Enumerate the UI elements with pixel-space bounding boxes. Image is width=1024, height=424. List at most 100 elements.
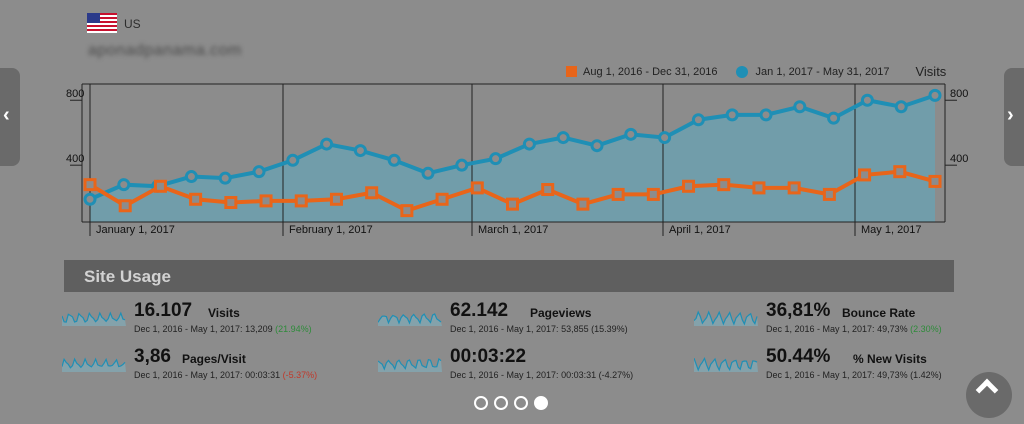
x-tick-label: January 1, 2017	[96, 224, 175, 236]
metric-item: 62.142 Pageviews Dec 1, 2016 - May 1, 2017…	[378, 300, 678, 340]
series2-point	[691, 113, 705, 127]
legend-series1-label: Aug 1, 2016 - Dec 31, 2016	[583, 65, 718, 78]
scroll-top-button[interactable]	[966, 372, 1012, 418]
series2-point	[353, 144, 367, 158]
series1-point	[928, 174, 942, 188]
visits-line-chart: January 1, 2017 February 1, 2017 March 1, …	[66, 83, 968, 236]
sparkline	[378, 313, 442, 326]
metric-label: % New Visits	[853, 352, 927, 366]
y-tick-label-right: 400	[950, 153, 968, 165]
series2-point	[184, 170, 198, 184]
series2-point	[658, 131, 672, 145]
page-dot[interactable]	[494, 396, 508, 410]
series2-point	[218, 171, 232, 185]
metric-compare: Dec 1, 2016 - May 1, 2017: 13,209 (21.94…	[134, 324, 312, 334]
series1-point	[506, 197, 519, 211]
metric-compare: Dec 1, 2016 - May 1, 2017: 49,73% (1.42%…	[766, 370, 942, 380]
series2-point	[489, 152, 503, 166]
y-tick-label-left: 400	[66, 153, 84, 165]
series1-point	[611, 187, 625, 201]
series2-point	[793, 100, 807, 114]
site-usage-title: Site Usage	[84, 267, 171, 286]
metric-value: 00:03:22	[450, 346, 527, 367]
series2-point	[421, 166, 435, 180]
series1-point	[83, 178, 97, 192]
series2-point	[725, 108, 739, 122]
chevron-up-icon	[975, 378, 999, 402]
next-button[interactable]: ›	[1004, 68, 1024, 166]
x-tick-label: March 1, 2017	[478, 224, 548, 236]
series1-point	[118, 199, 132, 213]
series1-point	[153, 179, 167, 193]
series1-point	[893, 165, 907, 179]
series2-point	[286, 153, 300, 167]
metric-item: 3,86 Pages/Visit Dec 1, 2016 - May 1, 2017…	[62, 346, 362, 386]
series2-point	[928, 88, 942, 102]
sparkline	[62, 311, 126, 326]
series2-point	[320, 137, 334, 151]
series2-point	[387, 153, 401, 167]
metric-change: (-5.37%)	[282, 370, 318, 380]
sparkline	[694, 357, 758, 372]
series1-point	[576, 197, 590, 211]
series2-point	[624, 127, 638, 141]
metric-change: (-4.27%)	[598, 370, 634, 380]
metric-item: 50.44% % New Visits Dec 1, 2016 - May 1, 2…	[694, 346, 994, 386]
metric-label: Pages/Visit	[182, 352, 246, 366]
us-flag-icon	[87, 13, 117, 33]
pagination-dots	[474, 396, 548, 410]
series1-point	[435, 192, 449, 206]
metric-label: Pageviews	[530, 306, 592, 320]
site-name: aponadpanama.com	[88, 42, 242, 59]
metric-compare: Dec 1, 2016 - May 1, 2017: 00:03:31 (-5.…	[134, 370, 317, 380]
metric-compare: Dec 1, 2016 - May 1, 2017: 49,73% (2.30%…	[766, 324, 942, 334]
series1-point	[189, 192, 203, 206]
chart-legend: Aug 1, 2016 - Dec 31, 2016 Jan 1, 2017 -…	[566, 64, 946, 79]
page-dot-active[interactable]	[534, 396, 548, 410]
metric-compare: Dec 1, 2016 - May 1, 2017: 00:03:31 (-4.…	[450, 370, 633, 380]
series2-point	[83, 192, 97, 206]
x-tick-label: February 1, 2017	[289, 224, 373, 236]
series2-point	[590, 139, 604, 153]
page-dot[interactable]	[514, 396, 528, 410]
series2-point	[556, 131, 570, 145]
country-label: US	[124, 17, 141, 31]
series1-point	[400, 204, 414, 218]
series2-point	[252, 165, 266, 179]
series1-point	[224, 196, 238, 210]
metric-compare: Dec 1, 2016 - May 1, 2017: 53,855 (15.39…	[450, 324, 628, 334]
prev-button[interactable]: ‹	[0, 68, 20, 166]
metric-item: 00:03:22 Dec 1, 2016 - May 1, 2017: 00:03…	[378, 346, 678, 386]
page-dot[interactable]	[474, 396, 488, 410]
metric-change: (1.42%)	[910, 370, 942, 380]
series1-point	[329, 192, 343, 206]
y-tick-label-right: 800	[950, 88, 968, 100]
series2-point	[860, 93, 874, 107]
chevron-left-icon: ‹	[3, 104, 10, 126]
series2-point	[522, 137, 536, 151]
metric-compare-text: Dec 1, 2016 - May 1, 2017: 49,73%	[766, 370, 908, 380]
series1-point	[787, 181, 801, 195]
x-tick-label: May 1, 2017	[861, 224, 922, 236]
metric-value: 16.107	[134, 300, 193, 321]
series1-point	[646, 187, 660, 201]
legend-metric-label: Visits	[915, 64, 947, 79]
series2-point	[117, 178, 131, 192]
metric-value: 50.44%	[766, 346, 831, 367]
metric-label: Visits	[208, 306, 240, 320]
metric-item: 36,81% Bounce Rate Dec 1, 2016 - May 1, 20…	[694, 300, 994, 340]
series1-point	[717, 178, 731, 192]
series1-point	[858, 168, 872, 182]
metric-change: (2.30%)	[910, 324, 942, 334]
series1-point	[682, 179, 696, 193]
legend-series2-label: Jan 1, 2017 - May 31, 2017	[755, 65, 890, 78]
series2-point	[759, 108, 773, 122]
metric-compare-text: Dec 1, 2016 - May 1, 2017: 00:03:31	[134, 370, 281, 380]
metric-compare-text: Dec 1, 2016 - May 1, 2017: 53,855	[450, 324, 589, 334]
y-tick-label-left: 800	[66, 88, 84, 100]
series1-point	[470, 181, 484, 195]
metric-compare-text: Dec 1, 2016 - May 1, 2017: 00:03:31	[450, 370, 597, 380]
chevron-right-icon: ›	[1007, 104, 1014, 126]
sparkline	[378, 357, 442, 372]
legend-swatch-series2	[735, 65, 748, 78]
